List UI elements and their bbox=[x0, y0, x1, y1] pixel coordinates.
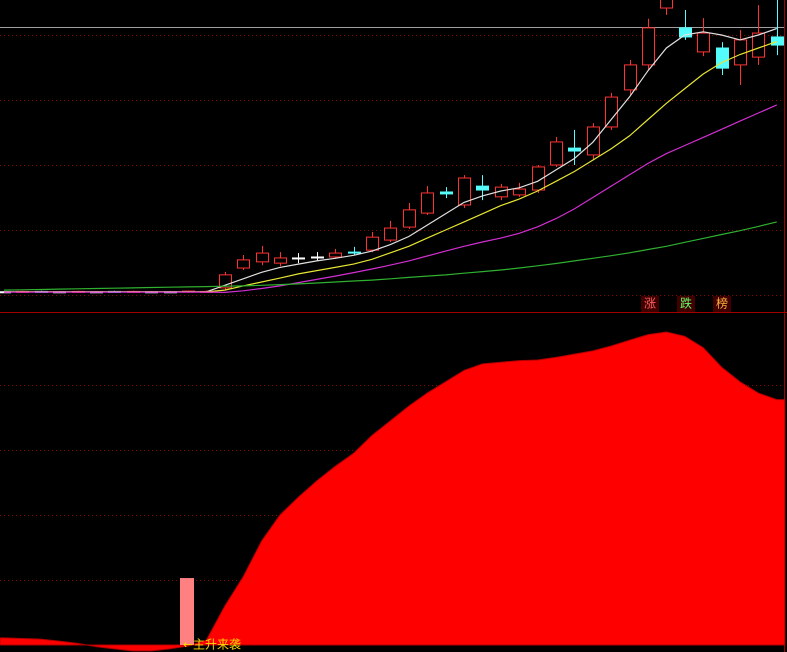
candle-body bbox=[366, 236, 379, 251]
candle-body bbox=[237, 259, 250, 269]
candle-body bbox=[752, 32, 765, 58]
toolbar: 涨跌榜 bbox=[641, 296, 731, 312]
toolbar-button[interactable]: 榜 bbox=[716, 296, 728, 311]
candle-body bbox=[476, 185, 489, 191]
candle-body bbox=[550, 141, 563, 166]
candle-body bbox=[697, 32, 710, 53]
candle-body bbox=[384, 227, 397, 241]
indicator-panel bbox=[0, 331, 786, 652]
candle-body bbox=[292, 257, 305, 260]
candle-body bbox=[624, 64, 637, 91]
candle-body bbox=[440, 191, 453, 195]
toolbar-button[interactable]: 涨 bbox=[644, 296, 656, 311]
event-bar bbox=[180, 578, 194, 645]
toolbar-button-bg[interactable] bbox=[641, 296, 659, 312]
indicator-area bbox=[0, 331, 786, 652]
candle-body bbox=[679, 27, 692, 38]
moving-average bbox=[3, 221, 777, 291]
candle-body bbox=[403, 209, 416, 228]
candle-body bbox=[329, 252, 342, 258]
price-panel bbox=[0, 0, 784, 296]
candle-body bbox=[458, 177, 471, 206]
toolbar-button-bg[interactable] bbox=[677, 296, 695, 312]
annotation: ←主升来袭 bbox=[183, 637, 241, 652]
toolbar-button-bg[interactable] bbox=[713, 296, 731, 312]
candle-body bbox=[421, 192, 434, 214]
candle-body bbox=[642, 27, 655, 66]
candle-body bbox=[256, 252, 269, 263]
candle-body bbox=[513, 188, 526, 196]
candle-body bbox=[660, 0, 673, 9]
candle-body bbox=[568, 147, 581, 152]
toolbar-button[interactable]: 跌 bbox=[680, 296, 692, 311]
candle-body bbox=[605, 96, 618, 128]
candle-body bbox=[348, 251, 361, 254]
candle-body bbox=[771, 36, 784, 46]
moving-average bbox=[4, 104, 778, 294]
candle-body bbox=[311, 256, 324, 259]
candle-body bbox=[274, 257, 287, 264]
candle-body bbox=[716, 47, 729, 69]
